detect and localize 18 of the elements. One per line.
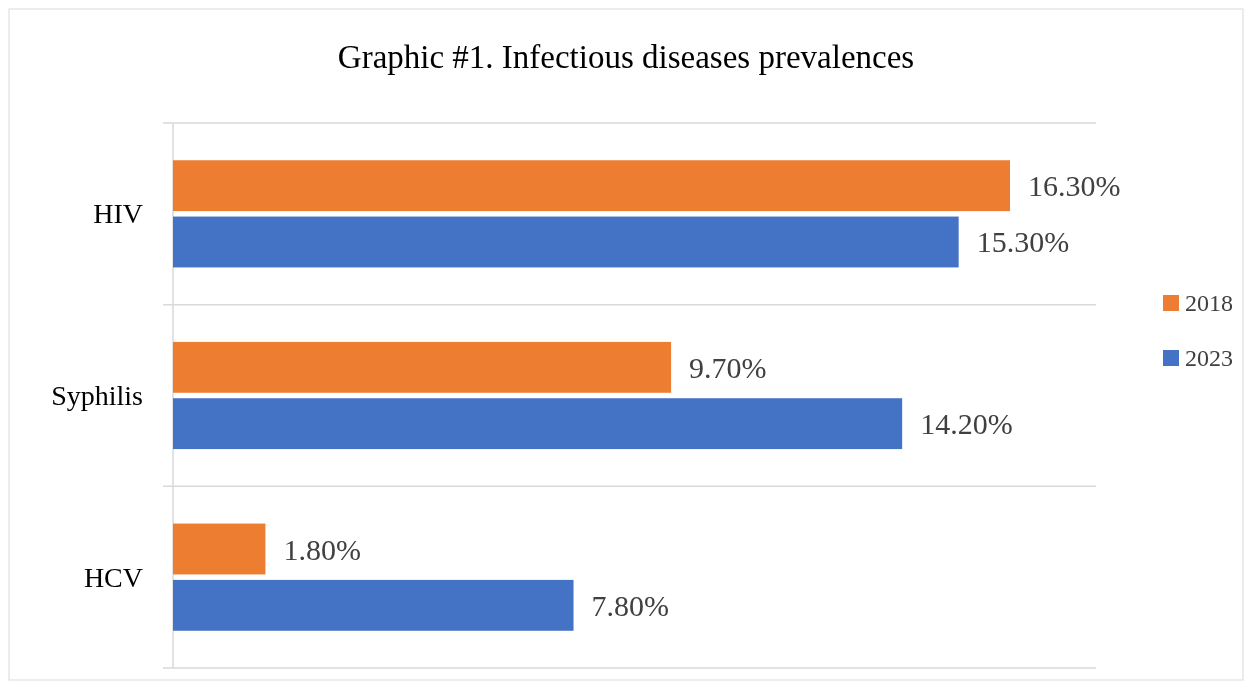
bar	[173, 398, 903, 450]
y-tick-label: HCV	[83, 561, 143, 593]
data-label: 7.80%	[591, 588, 670, 622]
bar	[173, 523, 266, 575]
legend-label: 2018	[1185, 290, 1233, 316]
bar	[173, 341, 672, 393]
legend-label: 2023	[1185, 345, 1233, 371]
bar	[173, 216, 959, 268]
y-tick-label: Syphilis	[51, 380, 143, 411]
bar	[173, 579, 574, 631]
chart-title: Graphic #1. Infectious diseases prevalences	[337, 39, 915, 75]
y-tick-label: HIV	[93, 198, 143, 230]
data-label: 1.80%	[283, 532, 361, 566]
data-label: 14.20%	[920, 407, 1013, 441]
data-label: 9.70%	[689, 350, 767, 384]
bar	[173, 160, 1010, 212]
data-label: 15.30%	[976, 225, 1070, 259]
data-label: 16.30%	[1028, 169, 1121, 203]
